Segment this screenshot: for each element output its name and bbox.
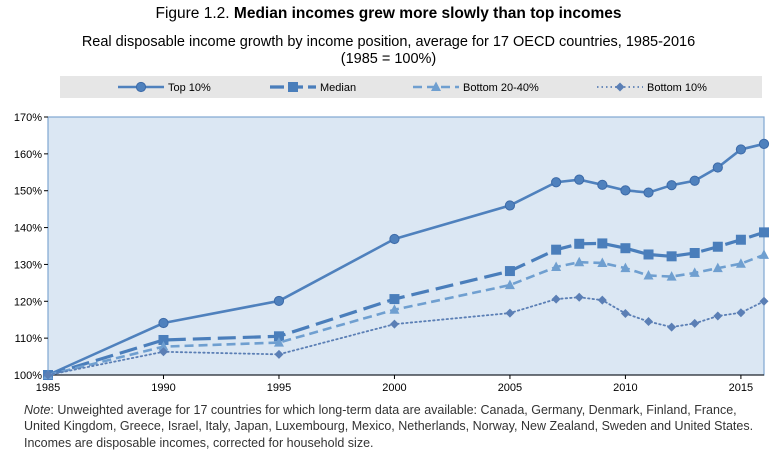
legend-bar — [60, 76, 762, 98]
y-tick-label: 140% — [14, 223, 42, 235]
data-point-bottom-10 — [759, 296, 769, 306]
data-point-bottom-20-40 — [759, 249, 769, 259]
data-point-median — [643, 249, 654, 260]
data-point-bottom-10 — [736, 308, 746, 318]
y-tick-label: 110% — [15, 333, 43, 345]
x-tick-label: 2010 — [613, 382, 637, 394]
legend-marker-top-10 — [135, 81, 147, 93]
data-point-top-10 — [689, 175, 700, 186]
note-text: : Unweighted average for 17 countries fo… — [24, 403, 754, 450]
data-point-bottom-20-40 — [712, 262, 723, 273]
data-point-top-10 — [620, 185, 631, 196]
legend-label-bottom-10: Bottom 10% — [647, 82, 707, 94]
data-point-median — [735, 234, 746, 245]
data-point-top-10 — [551, 177, 562, 188]
legend-marker-bottom-10 — [615, 82, 625, 92]
data-point-bottom-20-40 — [158, 341, 169, 351]
data-point-bottom-10 — [43, 370, 53, 380]
data-point-bottom-20-40 — [574, 256, 585, 267]
data-point-bottom-10 — [505, 308, 515, 318]
data-point-bottom-20-40 — [551, 261, 562, 272]
data-point-top-10 — [643, 187, 654, 198]
data-point-bottom-10 — [274, 349, 284, 359]
figure-title: Figure 1.2. Median incomes grew more slo… — [0, 5, 777, 23]
y-tick-label: 130% — [14, 259, 42, 271]
data-point-bottom-20-40 — [666, 271, 677, 281]
x-tick-label: 1985 — [36, 382, 60, 394]
subtitle-line-2: (1985 = 100%) — [340, 51, 437, 67]
chart-subtitle: Real disposable income growth by income … — [0, 34, 777, 68]
x-tick-label: 1995 — [267, 382, 291, 394]
data-point-bottom-10 — [551, 294, 561, 304]
data-point-median — [158, 334, 169, 345]
data-point-top-10 — [597, 179, 608, 190]
x-tick-label: 1990 — [151, 382, 175, 394]
data-point-bottom-10 — [574, 292, 584, 302]
data-point-bottom-20-40 — [735, 258, 746, 268]
data-point-bottom-10 — [597, 295, 607, 305]
data-point-top-10 — [666, 180, 677, 191]
data-point-bottom-10 — [389, 319, 399, 329]
data-point-median — [574, 238, 585, 249]
data-point-bottom-20-40 — [273, 337, 284, 347]
x-tick-label: 2015 — [729, 382, 753, 394]
data-point-top-10 — [504, 200, 516, 211]
data-point-top-10 — [735, 144, 747, 155]
figure-label: Figure 1.2. — [155, 5, 230, 22]
legend-label-median: Median — [320, 82, 356, 94]
data-point-bottom-20-40 — [504, 279, 515, 290]
series-line-median — [47, 230, 765, 377]
data-point-bottom-10 — [690, 318, 700, 328]
data-point-top-10 — [758, 138, 770, 150]
data-point-median — [689, 248, 700, 259]
data-point-bottom-20-40 — [620, 262, 631, 273]
data-point-bottom-20-40 — [643, 269, 654, 280]
data-point-median — [620, 243, 631, 254]
y-tick-label: 100% — [14, 370, 42, 382]
data-point-bottom-20-40 — [597, 257, 608, 267]
x-tick-label: 2005 — [498, 382, 522, 394]
legend-label-top-10: Top 10% — [168, 82, 211, 94]
plot-area — [47, 116, 765, 376]
data-point-top-10 — [712, 162, 723, 173]
chart-note: Note: Unweighted average for 17 countrie… — [24, 402, 764, 451]
figure-title-text: Median incomes grew more slowly than top… — [233, 5, 622, 22]
data-point-top-10 — [574, 174, 585, 185]
data-point-median — [504, 266, 515, 277]
x-tick-label: 2000 — [382, 382, 406, 394]
data-point-bottom-10 — [620, 308, 630, 318]
y-tick-label: 120% — [14, 296, 42, 308]
subtitle-line-1: Real disposable income growth by income … — [81, 34, 696, 50]
data-point-median — [597, 238, 608, 249]
data-point-bottom-10 — [644, 317, 654, 327]
data-point-bottom-10 — [667, 322, 677, 332]
data-point-median — [712, 241, 723, 252]
data-point-bottom-10 — [713, 311, 723, 321]
legend-marker-bottom-20-40 — [431, 81, 441, 91]
data-point-bottom-10 — [158, 347, 168, 357]
data-point-median — [551, 244, 562, 255]
y-tick-label: 170% — [14, 112, 42, 124]
data-point-bottom-20-40 — [689, 267, 700, 277]
legend-marker-median — [288, 82, 298, 92]
y-tick-label: 150% — [14, 186, 42, 198]
note-label: Note — [24, 403, 51, 417]
data-point-top-10 — [158, 317, 169, 329]
data-point-median — [273, 331, 284, 342]
data-point-median — [666, 251, 677, 262]
y-tick-label: 160% — [14, 149, 42, 161]
data-point-bottom-20-40 — [389, 304, 400, 314]
data-point-top-10 — [389, 233, 400, 245]
data-point-median — [389, 294, 400, 305]
data-point-median — [759, 227, 769, 238]
data-point-top-10 — [273, 295, 285, 307]
legend-label-bottom-20-40: Bottom 20-40% — [463, 82, 539, 94]
